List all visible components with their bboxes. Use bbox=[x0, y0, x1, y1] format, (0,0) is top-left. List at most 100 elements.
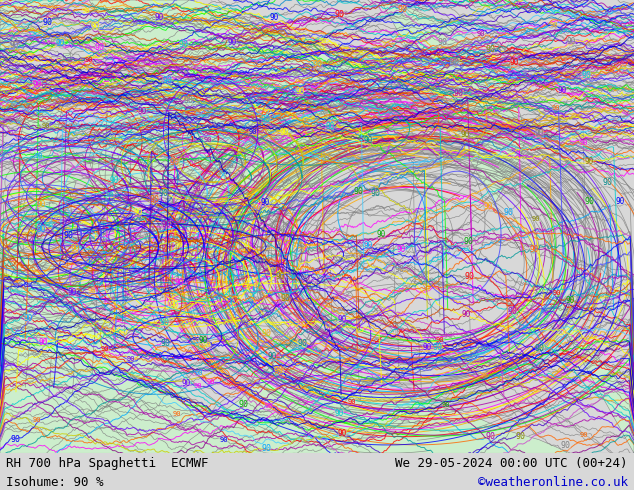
Polygon shape bbox=[0, 0, 38, 68]
Text: 90: 90 bbox=[85, 57, 93, 63]
Text: 90: 90 bbox=[486, 432, 496, 441]
Text: 90: 90 bbox=[432, 343, 443, 352]
Text: 90: 90 bbox=[162, 220, 171, 229]
Polygon shape bbox=[114, 15, 124, 23]
Polygon shape bbox=[89, 0, 399, 272]
Text: 90: 90 bbox=[162, 76, 172, 85]
Polygon shape bbox=[0, 0, 63, 46]
Text: 90: 90 bbox=[276, 272, 285, 281]
Text: 90: 90 bbox=[160, 318, 170, 327]
Text: 90: 90 bbox=[55, 39, 65, 49]
Text: 90: 90 bbox=[280, 128, 289, 137]
Text: 90: 90 bbox=[24, 314, 33, 323]
Text: 90: 90 bbox=[313, 60, 323, 69]
Text: 90: 90 bbox=[174, 278, 184, 287]
Text: 90: 90 bbox=[264, 403, 273, 409]
Polygon shape bbox=[32, 258, 57, 281]
Text: 90: 90 bbox=[63, 231, 73, 240]
Text: 90: 90 bbox=[581, 71, 592, 80]
Text: 90: 90 bbox=[203, 343, 211, 348]
Text: 90: 90 bbox=[516, 433, 526, 441]
Text: 90: 90 bbox=[82, 8, 90, 14]
Polygon shape bbox=[0, 236, 266, 453]
Text: 90: 90 bbox=[101, 346, 109, 352]
Text: 90: 90 bbox=[377, 230, 385, 239]
Text: 90: 90 bbox=[461, 311, 470, 319]
Text: 90: 90 bbox=[422, 343, 432, 352]
Text: 90: 90 bbox=[251, 204, 259, 210]
Text: 90: 90 bbox=[194, 383, 203, 389]
Text: 90: 90 bbox=[585, 157, 593, 166]
Text: 90: 90 bbox=[42, 18, 53, 26]
Text: 90: 90 bbox=[198, 336, 207, 345]
Polygon shape bbox=[63, 53, 70, 59]
Polygon shape bbox=[19, 82, 63, 181]
Text: 90: 90 bbox=[535, 343, 545, 353]
Polygon shape bbox=[32, 172, 76, 236]
Text: 90: 90 bbox=[249, 129, 257, 135]
Text: 90: 90 bbox=[261, 443, 271, 453]
Text: 90: 90 bbox=[228, 38, 236, 47]
Text: 90: 90 bbox=[567, 37, 576, 46]
Text: RH 700 hPa Spaghetti  ECMWF: RH 700 hPa Spaghetti ECMWF bbox=[6, 457, 209, 470]
Text: ©weatheronline.co.uk: ©weatheronline.co.uk bbox=[477, 476, 628, 490]
Text: 90: 90 bbox=[219, 437, 228, 442]
Text: 90: 90 bbox=[397, 245, 406, 254]
Text: 90: 90 bbox=[532, 216, 541, 222]
Text: 90: 90 bbox=[460, 130, 469, 139]
Text: 90: 90 bbox=[338, 429, 347, 438]
Text: 90: 90 bbox=[507, 307, 517, 316]
Text: 90: 90 bbox=[170, 301, 179, 310]
Text: 90: 90 bbox=[179, 40, 189, 49]
Text: 90: 90 bbox=[354, 188, 364, 196]
Text: 90: 90 bbox=[261, 329, 271, 338]
Text: We 29-05-2024 00:00 UTC (00+24): We 29-05-2024 00:00 UTC (00+24) bbox=[395, 457, 628, 470]
Text: 90: 90 bbox=[32, 80, 42, 89]
Text: 90: 90 bbox=[169, 158, 179, 167]
Text: 90: 90 bbox=[337, 315, 346, 323]
Text: 90: 90 bbox=[463, 237, 474, 246]
Text: 90: 90 bbox=[295, 87, 304, 96]
Text: 90: 90 bbox=[503, 208, 514, 217]
Text: 90: 90 bbox=[465, 272, 475, 281]
Text: 90: 90 bbox=[158, 189, 168, 198]
Text: 90: 90 bbox=[91, 22, 100, 31]
Text: 90: 90 bbox=[560, 441, 571, 450]
Text: 90: 90 bbox=[319, 38, 327, 44]
Text: 90: 90 bbox=[269, 13, 278, 23]
Text: 90: 90 bbox=[550, 22, 559, 28]
Text: 90: 90 bbox=[398, 5, 408, 14]
Text: 90: 90 bbox=[552, 105, 560, 111]
Text: 90: 90 bbox=[442, 402, 450, 408]
Text: 90: 90 bbox=[35, 153, 43, 159]
Text: 90: 90 bbox=[9, 41, 18, 50]
Text: 90: 90 bbox=[394, 265, 404, 274]
Text: 90: 90 bbox=[436, 337, 444, 343]
Polygon shape bbox=[51, 39, 58, 46]
Text: 90: 90 bbox=[172, 411, 181, 416]
Text: 90: 90 bbox=[579, 140, 588, 146]
Text: 90: 90 bbox=[127, 356, 135, 362]
Text: 90: 90 bbox=[454, 89, 464, 98]
Text: 90: 90 bbox=[39, 339, 48, 347]
Text: 90: 90 bbox=[95, 44, 105, 52]
Text: 90: 90 bbox=[106, 192, 115, 197]
Text: 90: 90 bbox=[206, 379, 215, 385]
Text: 90: 90 bbox=[10, 435, 20, 444]
Text: 90: 90 bbox=[535, 129, 544, 138]
Polygon shape bbox=[0, 68, 32, 127]
Text: 90: 90 bbox=[194, 369, 203, 375]
Text: 90: 90 bbox=[261, 115, 271, 124]
Text: 90: 90 bbox=[510, 58, 519, 67]
Text: 90: 90 bbox=[138, 107, 147, 116]
Text: 90: 90 bbox=[268, 352, 276, 361]
Text: 90: 90 bbox=[192, 186, 201, 192]
Text: 90: 90 bbox=[450, 58, 460, 67]
Text: 90: 90 bbox=[297, 339, 307, 348]
Text: 90: 90 bbox=[364, 136, 373, 145]
Text: 90: 90 bbox=[32, 417, 41, 423]
Text: 90: 90 bbox=[347, 399, 356, 405]
Text: 90: 90 bbox=[203, 137, 212, 143]
Text: 90: 90 bbox=[438, 38, 448, 48]
Text: 90: 90 bbox=[566, 296, 575, 305]
